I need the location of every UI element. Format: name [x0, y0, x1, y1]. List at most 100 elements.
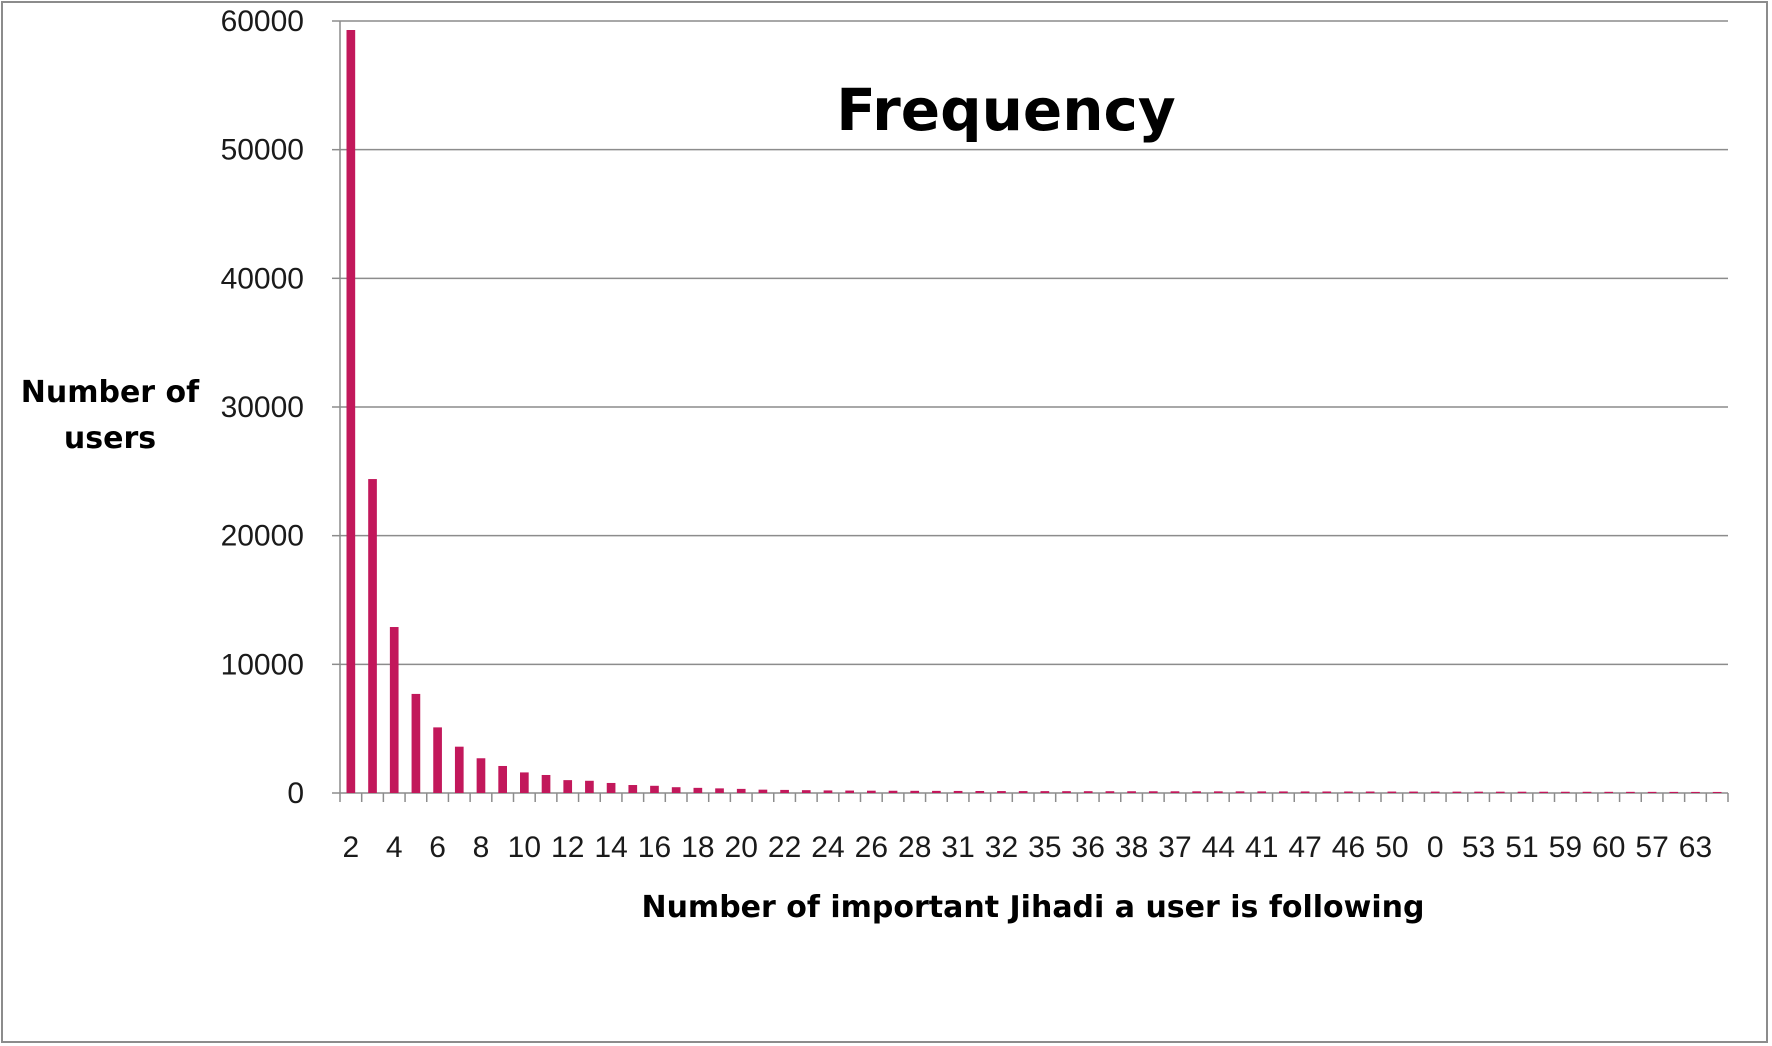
- bar: [1539, 791, 1548, 793]
- bar: [411, 693, 421, 793]
- bar: [1235, 791, 1245, 793]
- bar: [953, 790, 963, 793]
- bar: [650, 785, 659, 793]
- bar: [1192, 791, 1201, 793]
- bar: [1018, 791, 1028, 793]
- y-tick-label: 10000: [221, 648, 304, 681]
- bar: [1170, 791, 1180, 793]
- bar: [563, 780, 573, 793]
- x-tick-label: 10: [508, 831, 541, 864]
- x-tick-label: 63: [1679, 831, 1712, 864]
- x-tick-label: 36: [1072, 831, 1105, 864]
- x-tick-label: 60: [1592, 831, 1625, 864]
- bar: [1148, 791, 1158, 793]
- x-tick-label: 4: [386, 831, 403, 864]
- x-tick-label: 59: [1549, 831, 1582, 864]
- bar: [780, 789, 789, 793]
- x-tick-label: 32: [985, 831, 1018, 864]
- bar: [932, 790, 941, 793]
- bar: [1062, 791, 1071, 793]
- bar: [1257, 791, 1267, 793]
- x-tick-label: 53: [1462, 831, 1495, 864]
- y-tick-label: 40000: [221, 262, 304, 295]
- bar: [1561, 791, 1570, 793]
- x-tick-label: 16: [638, 831, 671, 864]
- bar: [389, 627, 399, 793]
- x-tick-label: 57: [1635, 831, 1668, 864]
- bar: [520, 772, 529, 793]
- bar: [346, 30, 356, 794]
- bar: [1344, 791, 1353, 793]
- x-tick-label: 12: [551, 831, 584, 864]
- chart-title: Frequency: [836, 76, 1175, 144]
- bar: [1300, 791, 1310, 793]
- y-tick-label: 60000: [221, 5, 304, 38]
- x-tick-label: 35: [1028, 831, 1061, 864]
- x-tick-label: 14: [594, 831, 627, 864]
- bar: [1279, 791, 1288, 793]
- x-tick-label: 50: [1375, 831, 1408, 864]
- bar: [910, 790, 920, 793]
- x-tick-label: 46: [1332, 831, 1365, 864]
- bar: [1083, 791, 1093, 793]
- bar: [454, 746, 464, 793]
- bar: [823, 790, 833, 793]
- bar: [628, 785, 638, 793]
- bar: [1517, 791, 1527, 793]
- x-tick-label: 0: [1427, 831, 1444, 864]
- bar: [1214, 791, 1223, 793]
- bar: [1430, 791, 1440, 793]
- bar: [1105, 791, 1115, 793]
- x-tick-label: 6: [429, 831, 446, 864]
- bar: [1582, 791, 1592, 793]
- bar: [1626, 791, 1635, 793]
- bar: [736, 788, 746, 793]
- bar: [671, 787, 681, 793]
- x-tick-label: 20: [725, 831, 758, 864]
- bar: [1452, 791, 1462, 793]
- bar: [1669, 791, 1679, 793]
- bar: [606, 782, 616, 793]
- y-tick-label: 50000: [221, 134, 304, 167]
- x-tick-label: 51: [1505, 831, 1538, 864]
- x-tick-label: 2: [343, 831, 360, 864]
- bar: [1474, 791, 1483, 793]
- bar: [498, 765, 507, 793]
- bar: [693, 787, 703, 793]
- bar: [1127, 791, 1136, 793]
- bar: [1387, 791, 1397, 793]
- x-tick-label: 38: [1115, 831, 1148, 864]
- bar: [888, 790, 898, 793]
- x-tick-label: 31: [941, 831, 974, 864]
- x-tick-label: 41: [1245, 831, 1278, 864]
- bar: [1365, 791, 1375, 793]
- x-tick-label: 24: [811, 831, 844, 864]
- bar: [975, 791, 985, 793]
- bar: [801, 790, 811, 793]
- y-tick-label: 0: [287, 777, 304, 810]
- bar: [867, 790, 876, 793]
- bar: [758, 789, 768, 793]
- x-tick-label: 37: [1158, 831, 1191, 864]
- bar: [433, 727, 442, 793]
- bar: [1647, 791, 1657, 793]
- bar: [1712, 791, 1722, 793]
- x-tick-label: 22: [768, 831, 801, 864]
- bar: [1409, 791, 1418, 793]
- bar: [1495, 791, 1505, 793]
- x-tick-label: 18: [681, 831, 714, 864]
- x-axis-title: Number of important Jihadi a user is fol…: [641, 890, 1424, 925]
- bar: [997, 791, 1006, 793]
- x-tick-label: 8: [473, 831, 490, 864]
- bar: [368, 479, 377, 793]
- bar: [476, 758, 486, 793]
- y-tick-label: 20000: [221, 520, 304, 553]
- bar: [585, 780, 594, 793]
- bar: [845, 790, 854, 793]
- bar: [1691, 791, 1700, 793]
- y-tick-label: 30000: [221, 391, 304, 424]
- bar: [1040, 791, 1050, 793]
- x-tick-label: 28: [898, 831, 931, 864]
